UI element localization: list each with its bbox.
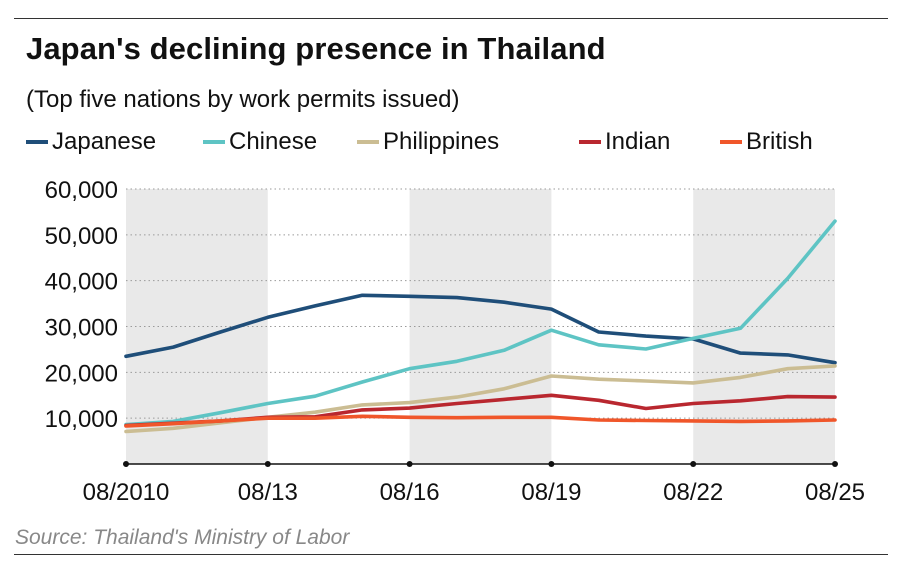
legend: Japanese Chinese Philippines Indian Brit… — [26, 128, 896, 158]
legend-item-british: British — [720, 128, 813, 156]
source-note: Source: Thailand's Ministry of Labor — [15, 526, 350, 549]
legend-swatch-philippines — [357, 140, 379, 144]
series-line-chinese — [124, 219, 837, 427]
y-tick-label: 50,000 — [45, 223, 118, 250]
x-tick-label: 08/13 — [238, 479, 298, 506]
legend-swatch-british — [720, 140, 742, 144]
legend-swatch-indian — [579, 140, 601, 144]
x-tick-label: 08/2010 — [83, 479, 170, 506]
legend-label-philippines: Philippines — [383, 128, 500, 155]
x-tick-mark — [406, 461, 413, 467]
top-rule — [14, 18, 888, 19]
x-tick-label: 08/19 — [521, 479, 581, 506]
legend-swatch-japanese — [26, 140, 48, 144]
legend-item-japanese: Japanese — [26, 128, 156, 156]
x-tick-mark — [832, 461, 838, 467]
x-tick-mark — [123, 461, 129, 467]
bottom-rule — [14, 554, 888, 555]
x-tick-label: 08/16 — [380, 479, 440, 506]
legend-item-philippines: Philippines — [357, 128, 499, 156]
y-tick-label: 30,000 — [45, 315, 118, 342]
legend-item-indian: Indian — [579, 128, 670, 156]
y-tick-label: 10,000 — [45, 406, 118, 433]
x-tick-label: 08/22 — [663, 479, 723, 506]
chart-title: Japan's declining presence in Thailand — [26, 31, 606, 66]
legend-label-chinese: Chinese — [229, 128, 318, 155]
x-tick-mark — [548, 461, 555, 467]
legend-label-british: British — [746, 128, 813, 155]
x-tick-label: 08/25 — [805, 479, 865, 506]
legend-label-japanese: Japanese — [52, 128, 157, 155]
series-line-british — [124, 414, 837, 428]
legend-item-chinese: Chinese — [203, 128, 317, 156]
series-line-japanese — [124, 293, 837, 365]
chart-subtitle: (Top five nations by work permits issued… — [26, 86, 460, 113]
legend-swatch-chinese — [203, 140, 225, 144]
y-tick-label: 40,000 — [45, 269, 118, 296]
shaded-period-1 — [409, 189, 552, 464]
legend-label-indian: Indian — [605, 128, 671, 155]
y-tick-label: 60,000 — [45, 177, 118, 204]
y-tick-label: 20,000 — [45, 360, 118, 387]
x-tick-mark — [264, 461, 271, 467]
x-tick-mark — [690, 461, 697, 467]
